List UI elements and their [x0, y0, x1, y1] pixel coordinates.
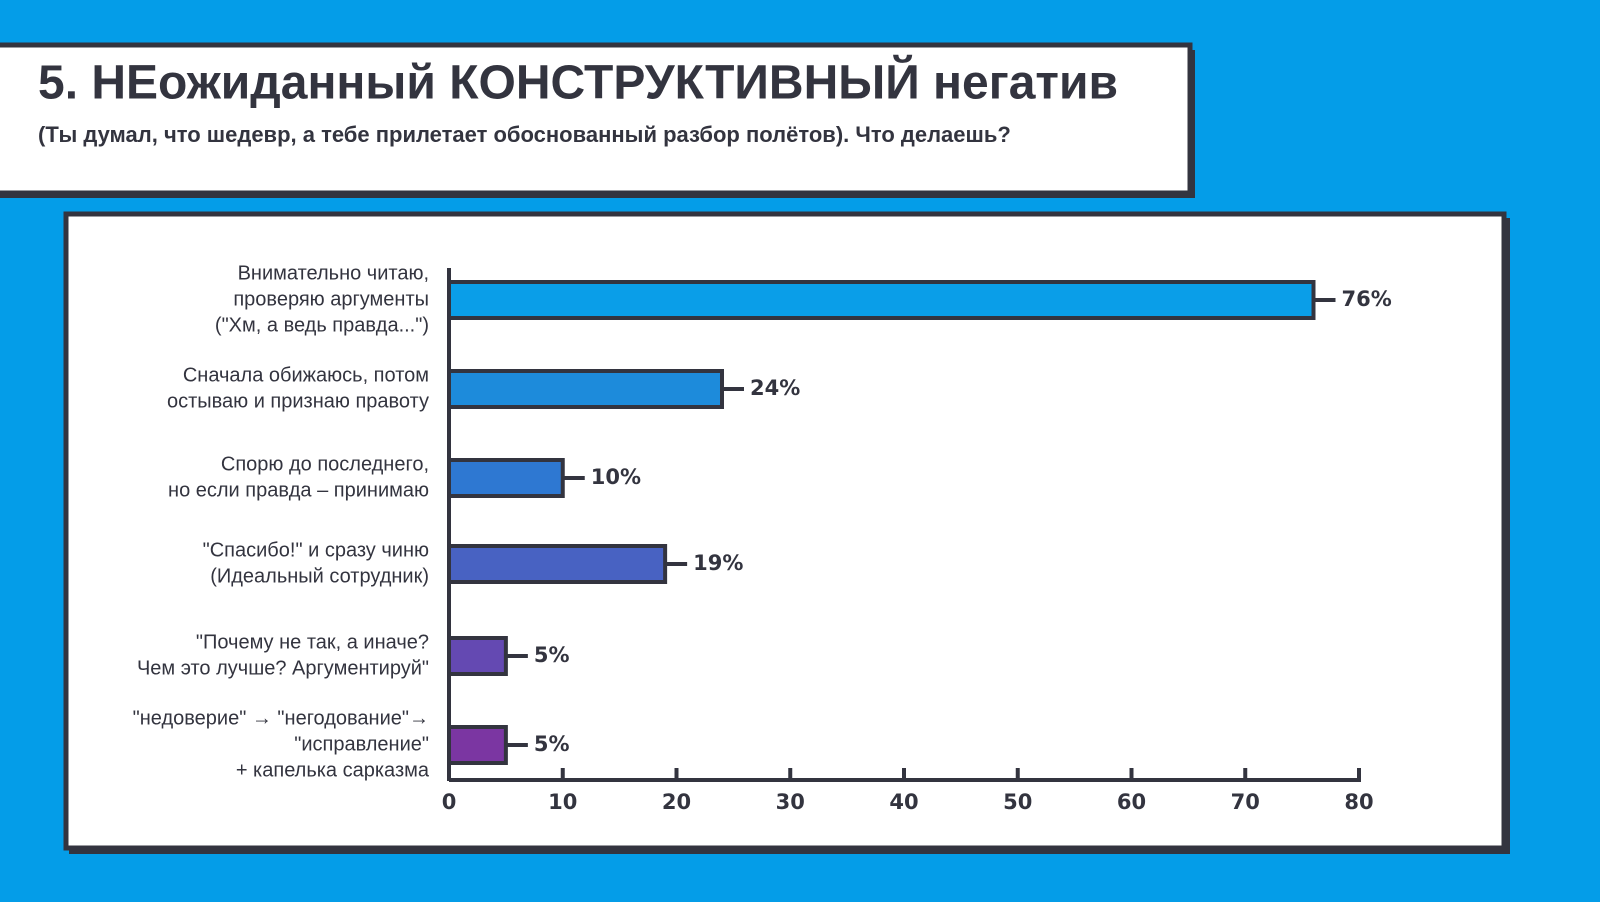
- bar: [447, 369, 724, 409]
- title-box: [0, 42, 1193, 196]
- value-label: 5%: [534, 732, 570, 756]
- x-tick-label: 20: [662, 790, 691, 814]
- category-label: Сначала обижаюсь, потом: [183, 364, 429, 386]
- category-label: "Спасибо!" и сразу чиню: [203, 539, 429, 561]
- chart-title: 5. НЕожиданный КОНСТРУКТИВНЫЙ негатив: [38, 55, 1118, 110]
- category-label: но если правда – принимаю: [168, 479, 429, 501]
- category-label: проверяю аргументы: [233, 288, 429, 310]
- category-label: Внимательно читаю,: [238, 262, 429, 284]
- category-label: "Почему не так, а иначе?: [196, 631, 429, 653]
- x-tick-label: 30: [776, 790, 805, 814]
- bar: [447, 636, 508, 676]
- value-label: 24%: [750, 376, 800, 400]
- category-label: (Идеальный сотрудник): [210, 565, 429, 587]
- value-label: 19%: [693, 551, 743, 575]
- category-label: "недоверие" → "негодование"→: [133, 707, 429, 729]
- bar: [447, 725, 508, 765]
- x-tick-label: 40: [889, 790, 918, 814]
- category-label: остываю и признаю правоту: [167, 390, 429, 412]
- value-label: 5%: [534, 643, 570, 667]
- category-label: ("Хм, а ведь правда..."): [215, 314, 429, 336]
- x-tick-label: 80: [1344, 790, 1373, 814]
- category-label: Спорю до последнего,: [221, 453, 429, 475]
- bar: [447, 544, 668, 584]
- x-tick-label: 60: [1117, 790, 1146, 814]
- category-label: "исправление": [294, 733, 429, 755]
- x-tick-label: 50: [1003, 790, 1032, 814]
- bar: [447, 458, 565, 498]
- bar: [447, 280, 1316, 320]
- x-tick-label: 10: [548, 790, 577, 814]
- chart-subtitle: (Ты думал, что шедевр, а тебе прилетает …: [38, 122, 1011, 147]
- x-tick-label: 0: [442, 790, 457, 814]
- value-label: 10%: [591, 465, 641, 489]
- x-tick-label: 70: [1231, 790, 1260, 814]
- value-label: 76%: [1342, 287, 1392, 311]
- category-label: + капелька сарказма: [236, 759, 430, 781]
- category-label: Чем это лучше? Аргументируй": [137, 657, 429, 679]
